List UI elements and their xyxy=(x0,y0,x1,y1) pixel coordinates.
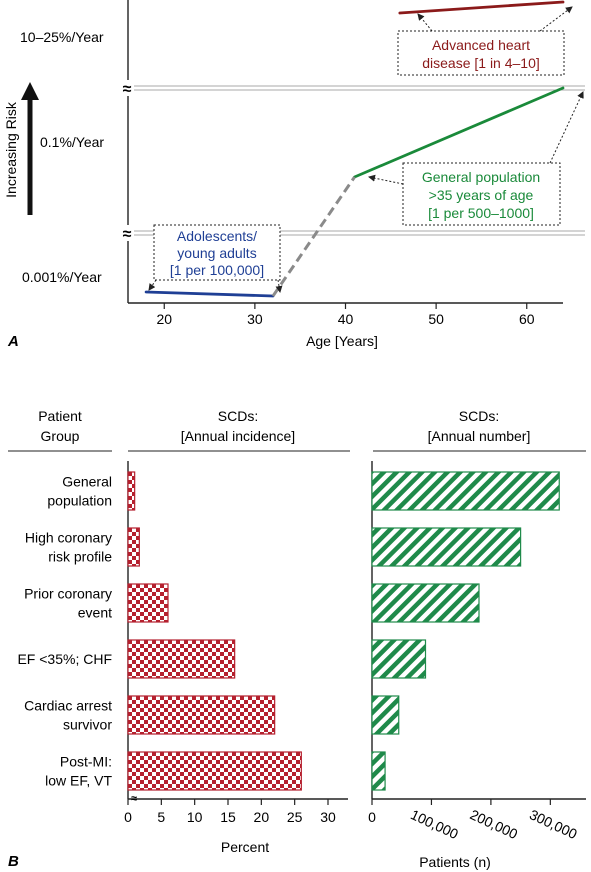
axis-break-symbol-upper: ≈ xyxy=(123,81,132,98)
panel-b-letter: B xyxy=(8,853,19,870)
callout-advanced-line1: Advanced heart xyxy=(432,37,530,53)
callout-adolescent-line2: young adults xyxy=(177,245,256,261)
group-header-line1: Patient xyxy=(38,408,82,424)
group-label: Prior coronary xyxy=(24,586,112,602)
incidence-bars xyxy=(127,471,302,791)
group-label: survivor xyxy=(63,717,112,733)
callout-general-line3: [1 per 500–1000] xyxy=(428,205,534,221)
incidence-x-tick-label: 10 xyxy=(187,809,203,825)
incidence-x-tick-label: 30 xyxy=(320,809,336,825)
callout-pointer xyxy=(539,6,573,32)
break-mask xyxy=(120,225,134,241)
panel-a-risk-by-age: ≈ ≈ 10–25%/Year 0.1%/Year 0.001%/Year In… xyxy=(3,0,585,350)
number-x-tick-label: 100,000 xyxy=(408,806,461,842)
number-bar xyxy=(371,639,427,679)
number-bar xyxy=(371,695,400,735)
group-label: Cardiac arrest xyxy=(24,698,112,714)
incidence-axis-break: ≈ xyxy=(131,793,137,805)
panel-a-x-tick-label: 60 xyxy=(519,311,535,327)
panel-b-scd-by-group: Patient Group SCDs: [Annual incidence] S… xyxy=(8,408,586,870)
callout-general-line2: >35 years of age xyxy=(429,187,534,203)
number-xlabel: Patients (n) xyxy=(419,854,491,870)
panel-a-x-tick-label: 40 xyxy=(338,311,354,327)
number-x-ticks: 0 100,000 200,000 300,000 xyxy=(368,799,580,842)
group-label: low EF, VT xyxy=(45,773,112,789)
group-label: event xyxy=(78,605,112,621)
incidence-x-tick-label: 5 xyxy=(157,809,165,825)
number-bar xyxy=(371,751,386,791)
panel-a-series-line-3 xyxy=(398,0,565,15)
group-label: EF <35%; CHF xyxy=(17,651,112,667)
number-header-line2: [Annual number] xyxy=(428,428,531,444)
group-label: population xyxy=(47,493,112,509)
incidence-bar xyxy=(127,471,136,511)
incidence-xlabel: Percent xyxy=(221,839,269,855)
incidence-x-tick-label: 20 xyxy=(254,809,270,825)
incidence-bar xyxy=(127,751,302,791)
incidence-x-ticks: 0 5 10 15 20 25 30 xyxy=(124,799,336,825)
callout-pointer xyxy=(368,174,404,185)
group-header-line2: Group xyxy=(41,428,80,444)
panel-a-x-tick-label: 30 xyxy=(247,311,263,327)
band-label-high: 10–25%/Year xyxy=(20,29,104,45)
group-labels: General population High coronary risk profi… xyxy=(17,474,112,789)
callout-advanced-line2: disease [1 in 4–10] xyxy=(422,55,540,71)
break-mask xyxy=(120,80,134,96)
callout-adolescent-line1: Adolescents/ xyxy=(177,228,257,244)
panel-a-letter: A xyxy=(7,333,19,350)
panel-a-x-ticks: 20 30 40 50 60 xyxy=(156,303,535,327)
band-label-low: 0.001%/Year xyxy=(22,269,102,285)
panel-a-series xyxy=(144,0,565,298)
number-x-tick-label: 0 xyxy=(368,809,376,825)
panel-a-series-line-1 xyxy=(144,290,275,298)
panel-a-ylabel: Increasing Risk xyxy=(3,101,19,198)
axis-break-symbol-lower: ≈ xyxy=(123,226,132,243)
callout-pointer xyxy=(549,91,584,164)
increasing-risk-arrowhead xyxy=(21,82,39,100)
number-bars xyxy=(371,471,560,791)
number-x-tick-label: 200,000 xyxy=(468,806,521,842)
incidence-bar xyxy=(127,583,169,623)
callout-box-general xyxy=(402,162,561,226)
callout-box-advanced xyxy=(397,30,565,76)
incidence-x-tick-label: 15 xyxy=(220,809,236,825)
number-bar xyxy=(371,471,560,511)
band-label-mid: 0.1%/Year xyxy=(40,134,104,150)
incidence-bar xyxy=(127,527,140,567)
number-bar xyxy=(371,527,522,567)
callout-box-adolescent xyxy=(153,224,281,281)
incidence-header-line2: [Annual incidence] xyxy=(181,428,295,444)
callout-pointer xyxy=(148,279,157,291)
incidence-header-line1: SCDs: xyxy=(218,408,258,424)
callout-general-line1: General population xyxy=(422,169,540,185)
group-label: Post-MI: xyxy=(60,754,112,770)
panel-a-x-tick-label: 20 xyxy=(156,311,172,327)
callout-pointer xyxy=(417,13,433,32)
incidence-bar xyxy=(127,695,276,735)
group-label: risk profile xyxy=(48,549,112,565)
group-label: General xyxy=(62,474,112,490)
incidence-bar xyxy=(127,639,236,679)
incidence-x-tick-label: 0 xyxy=(124,809,132,825)
incidence-x-tick-label: 25 xyxy=(287,809,303,825)
number-x-tick-label: 300,000 xyxy=(527,806,580,842)
panel-a-transition-dashed-line xyxy=(271,176,356,297)
number-bar xyxy=(371,583,480,623)
panel-a-x-tick-label: 50 xyxy=(428,311,444,327)
number-header-line1: SCDs: xyxy=(459,408,499,424)
panel-a-xlabel: Age [Years] xyxy=(306,333,378,349)
callout-adolescent-line3: [1 per 100,000] xyxy=(170,262,264,278)
panel-a-series-line-2 xyxy=(353,86,565,179)
group-label: High coronary xyxy=(25,530,112,546)
